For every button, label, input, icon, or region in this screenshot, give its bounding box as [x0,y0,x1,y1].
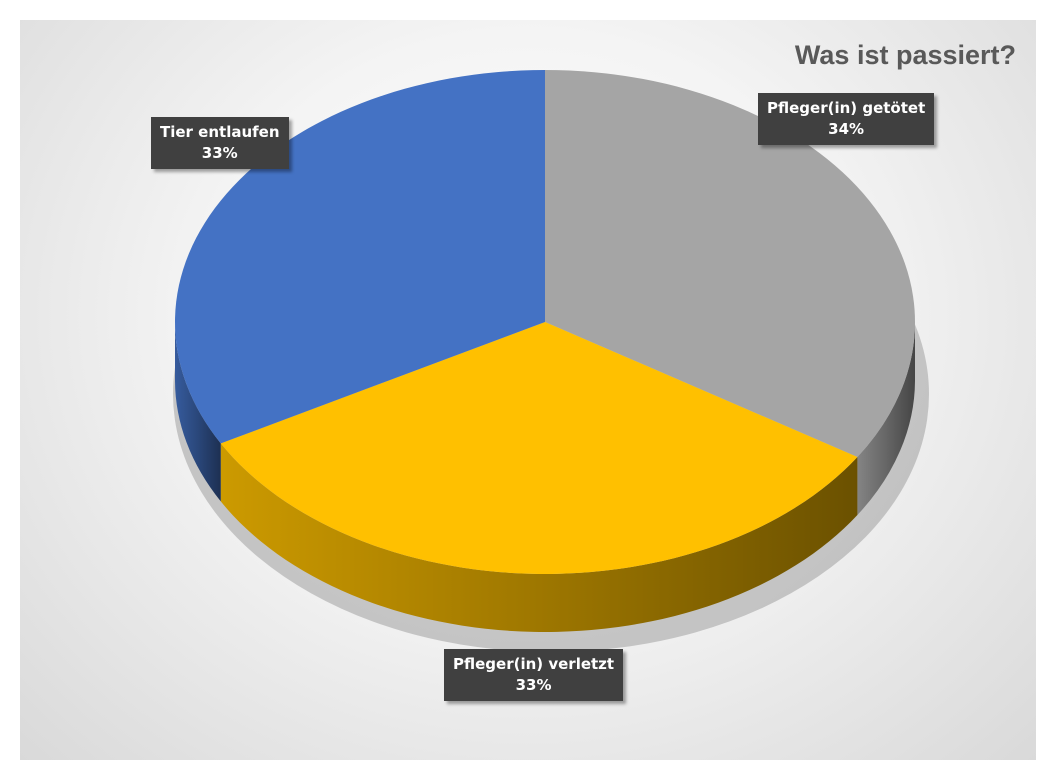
pie-slice-side [175,322,221,502]
pie-slice-side [220,443,858,632]
data-label-pfleger-getoetet: Pfleger(in) getötet 34% [758,93,935,145]
data-label-category: Pfleger(in) getötet [767,99,926,117]
pie-slice-side [857,322,915,516]
data-label-category: Tier entlaufen [160,123,280,141]
chart-area: Was ist passiert? Pfleger(in) getötet 34… [20,20,1036,760]
data-label-tier-entlaufen: Tier entlaufen 33% [151,117,289,169]
data-label-value: 34% [828,120,865,138]
data-label-value: 33% [201,144,238,162]
pie-slice-pfleger-in-get-tet [545,70,915,458]
data-label-value: 33% [515,676,552,694]
data-label-category: Pfleger(in) verletzt [453,655,615,673]
data-label-pfleger-verletzt: Pfleger(in) verletzt 33% [444,649,624,701]
chart-title: Was ist passiert? [794,40,1016,70]
pie-slice-pfleger-in-verletzt [220,322,858,574]
